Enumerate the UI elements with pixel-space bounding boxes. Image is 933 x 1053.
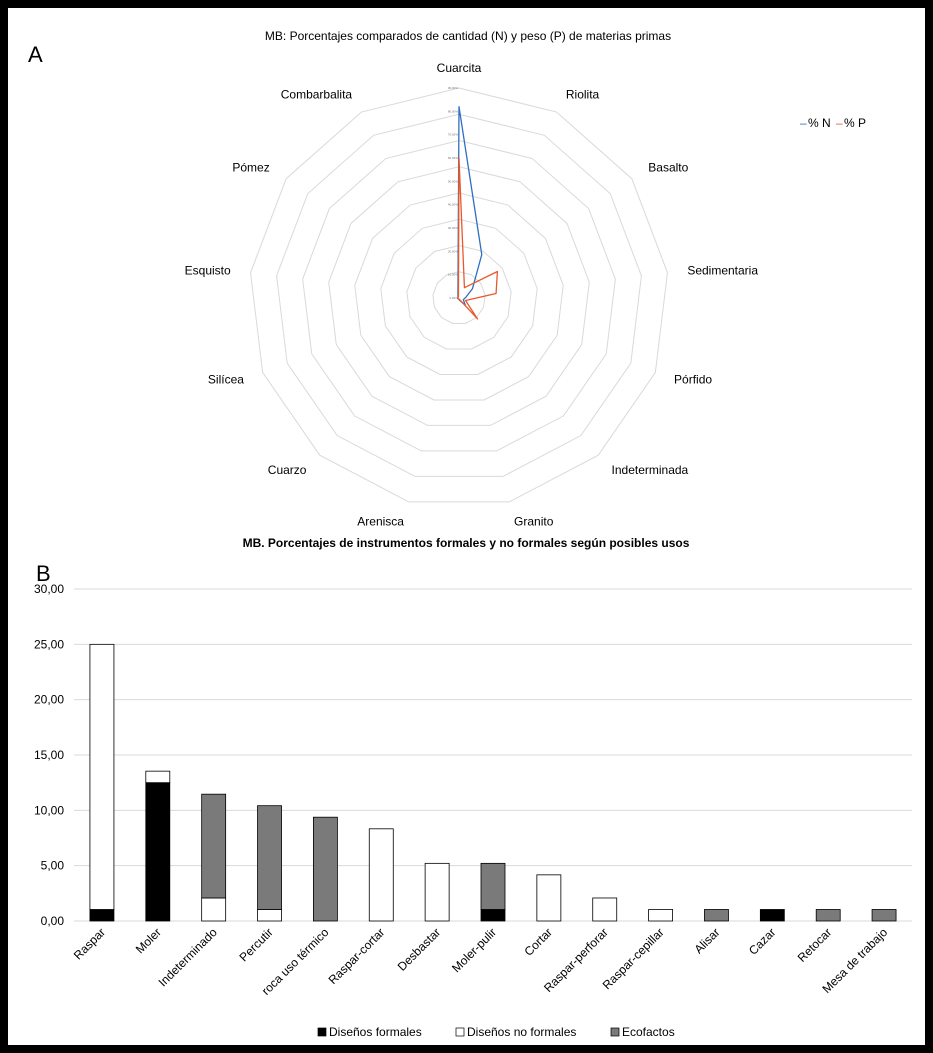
radar-category-granito: Granito xyxy=(514,514,554,528)
bar-x-tick: Raspar-cortar xyxy=(326,925,388,987)
bar-segment-ecofactos xyxy=(312,816,338,922)
radar-category-pomez: Pómez xyxy=(232,160,269,174)
legend-label-ecofactos: Ecofactos xyxy=(622,1025,675,1039)
panel-b-letter: B xyxy=(36,561,51,586)
bar-x-tick: Indeterminado xyxy=(156,925,220,989)
radar-chart-title: MB: Porcentajes comparados de cantidad (… xyxy=(265,29,671,43)
radar-category-arenisca: Arenisca xyxy=(357,514,404,528)
bar-y-tick: 20,00 xyxy=(34,693,64,707)
legend-marker-p: – xyxy=(836,116,843,130)
bar-segment-formales xyxy=(89,909,115,922)
radar-category-combarbalita: Combarbalita xyxy=(281,87,353,101)
bar-segment-no-formales xyxy=(257,909,282,922)
bar-series xyxy=(89,643,897,922)
bar-segment-formales xyxy=(480,909,506,922)
bar-chart-title: MB. Porcentajes de instrumentos formales… xyxy=(243,536,690,550)
bar-segment-ecofactos xyxy=(480,862,506,910)
bar-segment-ecofactos xyxy=(815,909,841,922)
radar-tick-labels: 0,00% 10,00% 20,00% 30,00% 40,00% 50,00% 60,00… xyxy=(448,86,459,300)
bar-x-tick: Cazar xyxy=(746,925,779,958)
bar-x-tick: Moler xyxy=(133,925,164,956)
bar-x-tick: Alisar xyxy=(691,925,722,956)
radar-ring xyxy=(276,113,642,477)
legend-marker-n: – xyxy=(800,116,807,130)
radar-ring xyxy=(250,87,668,503)
radar-tick-label: 50,00% xyxy=(448,179,459,183)
radar-tick-label: 10,00% xyxy=(448,273,459,277)
bar-y-tick: 10,00 xyxy=(34,803,64,817)
legend-swatch-formales xyxy=(317,1027,327,1037)
legend-label-p: % P xyxy=(844,116,866,130)
bar-segment-formales xyxy=(145,782,171,922)
legend-label-n: % N xyxy=(808,116,831,130)
radar-series-lines xyxy=(457,106,499,320)
bar-x-tick: Raspar xyxy=(71,925,108,962)
bar-segment-no-formales xyxy=(201,897,227,922)
bar-chart: B MB. Porcentajes de instrumentos formal… xyxy=(34,536,912,1039)
bar-segment-no-formales xyxy=(592,897,618,922)
bar-y-tick: 30,00 xyxy=(34,582,64,596)
bar-x-tick: Cortar xyxy=(522,925,555,958)
radar-ring xyxy=(380,218,538,375)
radar-category-esquisto: Esquisto xyxy=(185,263,231,277)
radar-series-p xyxy=(457,157,499,320)
bar-segment-no-formales xyxy=(424,862,450,922)
bar-segment-no-formales xyxy=(89,643,115,910)
radar-ring xyxy=(328,166,590,426)
legend-swatch-ecofactos xyxy=(610,1027,620,1037)
legend-swatch-no-formales xyxy=(455,1027,465,1037)
bar-y-tick: 5,00 xyxy=(41,859,65,873)
radar-category-cuarcita: Cuarcita xyxy=(437,61,482,75)
radar-category-indeterminada: Indeterminada xyxy=(612,463,689,477)
radar-legend: – % N – % P xyxy=(800,116,866,130)
radar-tick-label: 60,00% xyxy=(448,156,459,160)
bar-legend: Diseños formales Diseños no formales Eco… xyxy=(317,1025,675,1039)
bar-y-tick: 0,00 xyxy=(41,914,65,928)
radar-ring xyxy=(354,192,564,401)
radar-chart: A MB: Porcentajes comparados de cantidad… xyxy=(28,29,866,528)
radar-tick-label: 80,00% xyxy=(448,109,459,113)
radar-gridlines xyxy=(250,87,668,503)
radar-tick-label: 30,00% xyxy=(448,226,459,230)
bar-segment-no-formales xyxy=(145,770,171,784)
figure-canvas: A MB: Porcentajes comparados de cantidad… xyxy=(28,29,912,1039)
radar-category-sedimentaria: Sedimentaria xyxy=(687,263,758,277)
radar-tick-label: 20,00% xyxy=(448,249,459,253)
panel-a-letter: A xyxy=(28,42,43,67)
radar-ring xyxy=(432,271,486,324)
bar-x-tick: Desbastar xyxy=(395,925,444,974)
legend-label-formales: Diseños formales xyxy=(329,1025,422,1039)
radar-tick-label: 70,00% xyxy=(448,133,459,137)
radar-ring xyxy=(406,244,512,350)
radar-category-riolita: Riolita xyxy=(566,87,600,101)
bar-segment-no-formales xyxy=(536,874,562,922)
bar-x-tick: Percutir xyxy=(237,925,276,964)
radar-ring xyxy=(302,139,616,452)
radar-tick-label: 0,00% xyxy=(449,296,458,300)
bar-segment-ecofactos xyxy=(704,909,729,922)
bar-x-tick: Retocar xyxy=(795,925,835,965)
radar-tick-label: 90,00% xyxy=(448,86,459,90)
bar-segment-formales xyxy=(759,909,785,922)
radar-category-basalto: Basalto xyxy=(648,160,688,174)
bar-segment-no-formales xyxy=(368,828,394,922)
bar-y-tick: 25,00 xyxy=(34,637,64,651)
radar-category-cuarzo: Cuarzo xyxy=(268,463,307,477)
bar-segment-no-formales xyxy=(648,909,673,922)
radar-category-labels: Cuarcita Riolita Basalto Sedimentaria Pórfid… xyxy=(185,61,759,528)
bar-segment-ecofactos xyxy=(201,793,227,899)
bar-x-tick: Moler-pulir xyxy=(449,925,499,975)
radar-category-silicea: Silícea xyxy=(208,373,244,387)
radar-tick-label: 40,00% xyxy=(448,203,459,207)
bar-segment-ecofactos xyxy=(871,909,897,922)
radar-category-porfido: Pórfido xyxy=(674,373,712,387)
bar-segment-ecofactos xyxy=(257,805,282,910)
bar-y-tick: 15,00 xyxy=(34,748,64,762)
legend-label-no-formales: Diseños no formales xyxy=(467,1025,576,1039)
bar-y-tick-labels: 0,00 5,00 10,00 15,00 20,00 25,00 30,00 xyxy=(34,582,64,928)
